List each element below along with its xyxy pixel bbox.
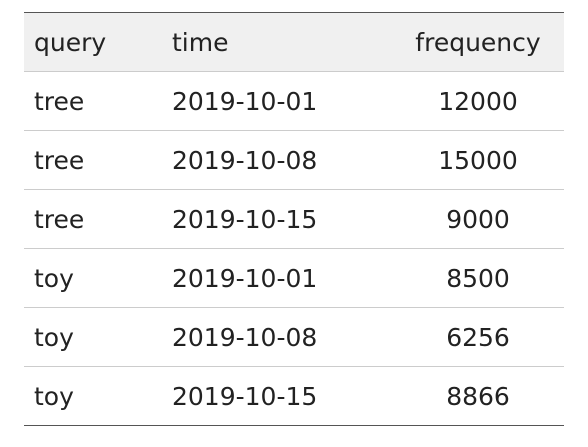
- header-cell: query: [34, 27, 107, 57]
- table-header: query time frequency: [24, 12, 564, 72]
- table-row: tree 2019-10-01 12000: [24, 71, 564, 131]
- table-cell: 6256: [446, 322, 510, 352]
- header-row: query time frequency: [24, 12, 564, 72]
- table-body: tree 2019-10-01 12000 tree 2019-10-08 15000 tr…: [24, 71, 564, 426]
- table-row: tree 2019-10-08 15000: [24, 130, 564, 190]
- table-cell: toy: [34, 322, 74, 352]
- table-cell: 2019-10-01: [172, 86, 318, 116]
- table-cell: 8500: [446, 263, 510, 293]
- table-cell: 15000: [438, 145, 518, 175]
- table-cell: tree: [34, 86, 85, 116]
- table-cell: toy: [34, 381, 74, 411]
- header-cell: frequency: [415, 27, 541, 57]
- header-cell: time: [172, 27, 229, 57]
- table-row: toy 2019-10-08 6256: [24, 307, 564, 367]
- table-row: tree 2019-10-15 9000: [24, 189, 564, 249]
- data-table: query time frequency tree 2019-10-01 12000…: [24, 12, 564, 426]
- table-cell: toy: [34, 263, 74, 293]
- table-cell: 8866: [446, 381, 510, 411]
- table-cell: 12000: [438, 86, 518, 116]
- table-cell: tree: [34, 145, 85, 175]
- table-cell: 2019-10-15: [172, 204, 318, 234]
- table-row: toy 2019-10-15 8866: [24, 366, 564, 426]
- table-cell: tree: [34, 204, 85, 234]
- table-row: toy 2019-10-01 8500: [24, 248, 564, 308]
- table-cell: 9000: [446, 204, 510, 234]
- table-cell: 2019-10-08: [172, 145, 318, 175]
- table-cell: 2019-10-15: [172, 381, 318, 411]
- table-cell: 2019-10-01: [172, 263, 318, 293]
- table-cell: 2019-10-08: [172, 322, 318, 352]
